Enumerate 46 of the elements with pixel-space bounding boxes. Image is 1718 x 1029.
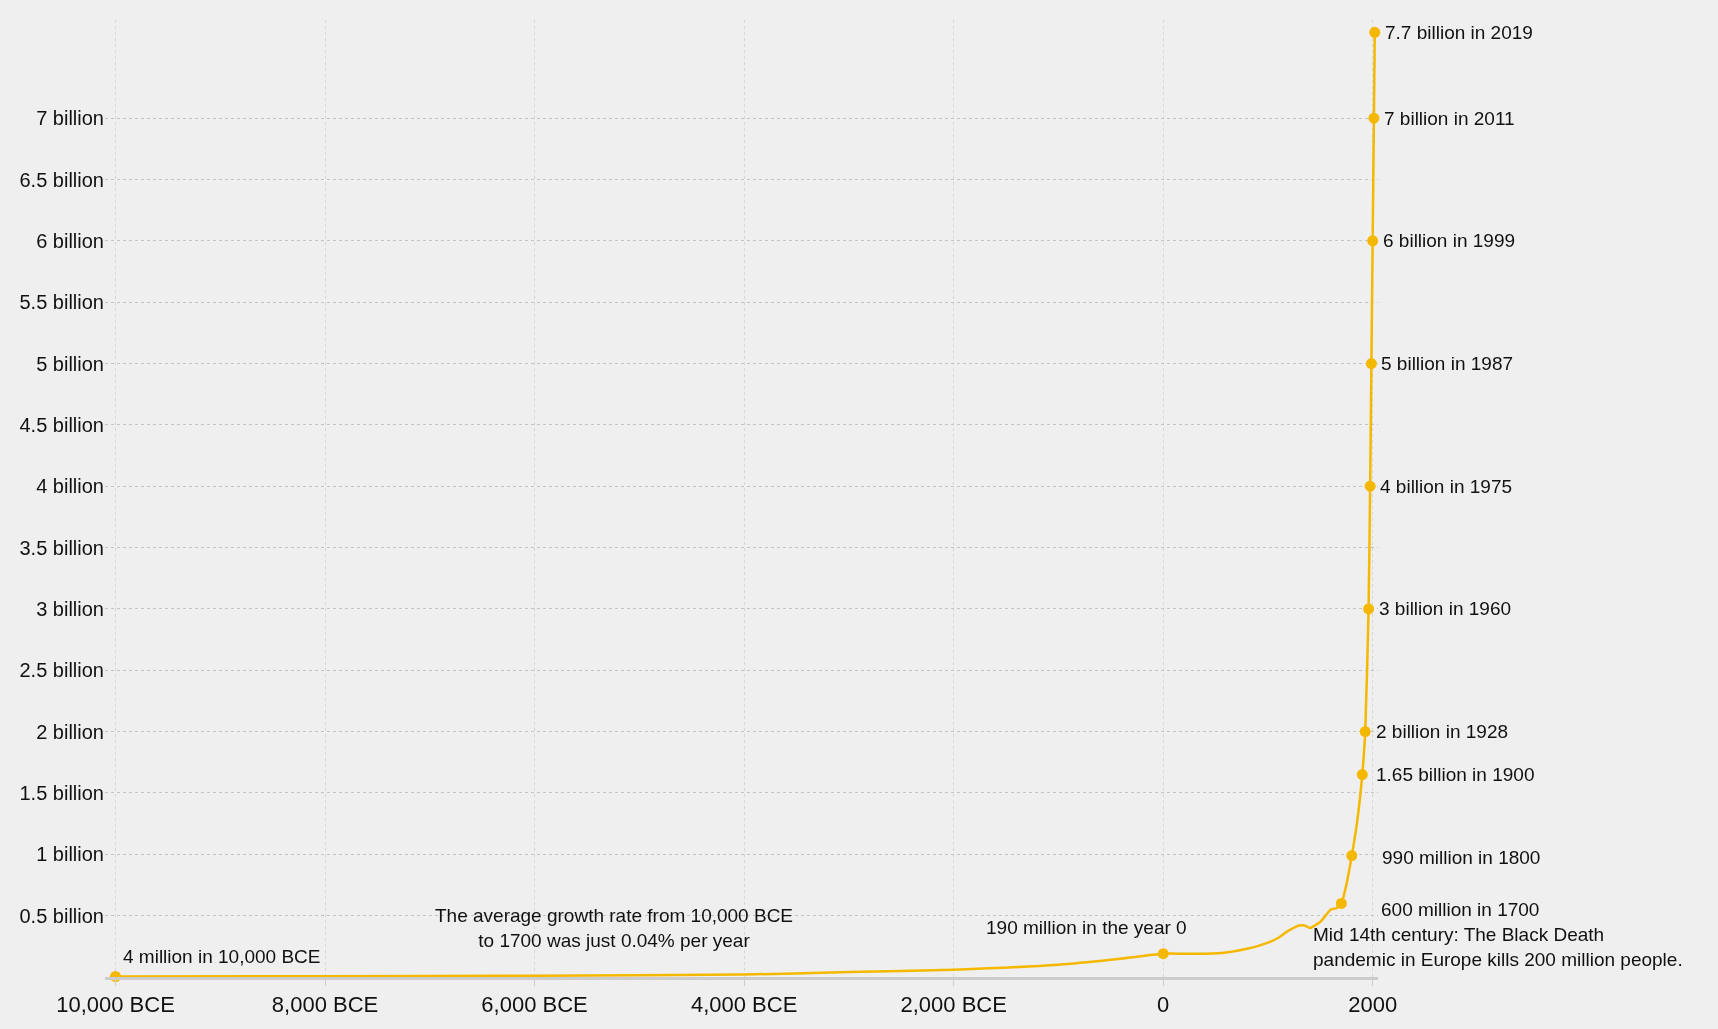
annotation: 6 billion in 1999: [1383, 230, 1516, 251]
point: [1356, 769, 1368, 781]
y-tick-label: 4 billion: [36, 475, 104, 498]
x-tick-label: 10,000 BCE: [56, 992, 175, 1018]
annotation: 4 billion in 1975: [1380, 476, 1513, 497]
y-tick-label: 6.5 billion: [19, 168, 104, 191]
y-tick-label: 0.5 billion: [19, 904, 104, 927]
y-tick-label: 3.5 billion: [19, 536, 104, 559]
point: [1368, 112, 1380, 124]
annotation: 190 million in the year 0: [986, 917, 1187, 938]
point: [1346, 850, 1358, 862]
annotation: 3 billion in 1960: [1379, 598, 1512, 619]
point: [1369, 26, 1381, 38]
annotation: 7 billion in 2011: [1384, 108, 1515, 129]
y-tick-label: 1.5 billion: [19, 781, 104, 804]
point: [1363, 603, 1375, 615]
y-tick-label: 4.5 billion: [19, 413, 104, 436]
x-tick-label: 0: [1157, 992, 1170, 1018]
x-tick-label: 4,000 BCE: [690, 992, 798, 1018]
annotation: 2 billion in 1928: [1376, 721, 1509, 742]
y-tick-label: 5 billion: [36, 352, 104, 375]
annotation: 5 billion in 1987: [1381, 353, 1514, 374]
point: [1364, 480, 1376, 492]
y-tick-label: 2.5 billion: [19, 659, 104, 682]
y-tick-label: 1 billion: [36, 843, 104, 866]
x-tick-label: 2,000 BCE: [900, 992, 1007, 1018]
annotation: 990 million in 1800: [1382, 847, 1541, 868]
annotation: The average growth rate from 10,000 BCE to 1700 was just 0.04% per year: [435, 905, 794, 951]
annotation: 4 million in 10,000 BCE: [123, 946, 321, 967]
point: [1367, 235, 1379, 247]
y-tick-label: 5.5 billion: [19, 291, 104, 314]
point: [1335, 897, 1347, 909]
x-tick-label: 8,000 BCE: [271, 992, 379, 1018]
annotation: Mid 14th century: The Black Death pandemic in Europe kills 200 million people.: [1313, 924, 1683, 970]
annotation: 600 million in 1700: [1381, 899, 1540, 920]
y-tick-label: 2 billion: [36, 720, 104, 743]
x-tick-label: 6,000 BCE: [481, 992, 588, 1018]
y-tick-label: 7 billion: [36, 107, 104, 130]
point: [1359, 726, 1371, 738]
y-tick-label: 3 billion: [36, 597, 104, 620]
point: [1157, 948, 1169, 960]
x-tick-label: 2000: [1348, 992, 1398, 1018]
annotation: 1.65 billion in 1900: [1376, 764, 1535, 785]
annotation: 7.7 billion in 2019: [1385, 22, 1533, 43]
point: [1365, 358, 1377, 370]
y-tick-label: 6 billion: [36, 229, 104, 252]
